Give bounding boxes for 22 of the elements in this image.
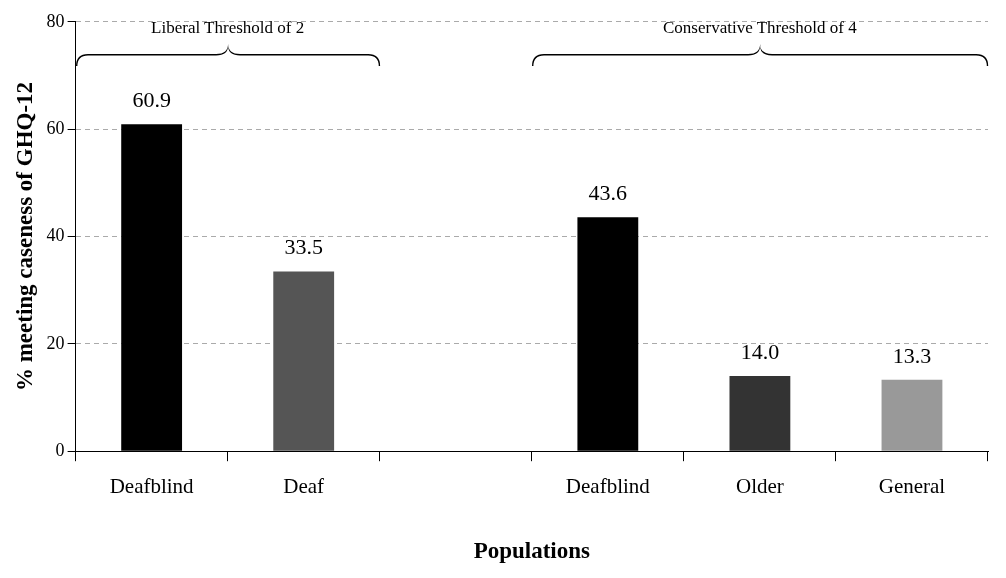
data-label: 43.6: [588, 179, 628, 205]
data-label: 14.0: [740, 338, 780, 364]
y-tick-label: 80: [46, 10, 65, 31]
data-label: 13.3: [892, 342, 932, 368]
bar: [881, 379, 943, 451]
x-tick-label: Deaf: [283, 474, 325, 499]
data-label: 60.9: [132, 87, 171, 113]
x-tick-label: General: [878, 474, 946, 499]
x-tick-label: Deafblind: [109, 474, 195, 499]
x-axis-title: Populations: [473, 538, 590, 564]
y-tick-label: 0: [55, 439, 65, 460]
y-tick-label: 20: [46, 332, 65, 353]
data-label: 33.5: [284, 234, 323, 260]
y-tick-label: 40: [46, 225, 65, 246]
y-tick-label: 60: [46, 117, 65, 138]
x-tick-label: Deafblind: [565, 474, 651, 499]
y-axis-title: % meeting caseness of GHQ-12: [11, 81, 37, 392]
annotation: Conservative Threshold of 4: [662, 17, 858, 38]
bar: [729, 376, 791, 451]
annotation: Liberal Threshold of 2: [150, 17, 306, 38]
x-tick-label: Older: [735, 474, 784, 499]
bar: [273, 271, 335, 451]
